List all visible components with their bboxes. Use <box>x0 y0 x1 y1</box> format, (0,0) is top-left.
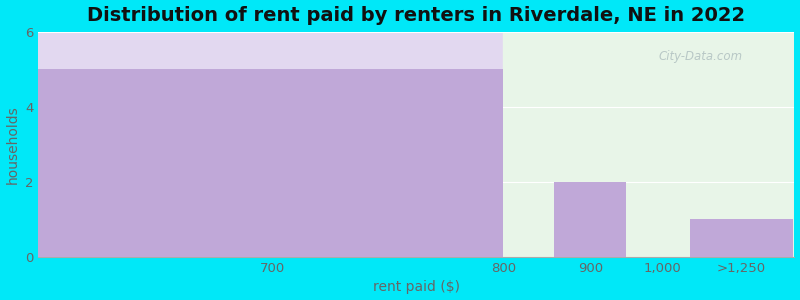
Text: City-Data.com: City-Data.com <box>658 50 742 63</box>
Y-axis label: households: households <box>6 105 19 184</box>
Bar <box>554 182 626 257</box>
Bar <box>38 69 503 257</box>
Bar <box>690 220 793 257</box>
X-axis label: rent paid ($): rent paid ($) <box>373 280 460 294</box>
Bar <box>503 32 794 257</box>
Title: Distribution of rent paid by renters in Riverdale, NE in 2022: Distribution of rent paid by renters in … <box>87 6 746 25</box>
Bar <box>38 32 503 257</box>
